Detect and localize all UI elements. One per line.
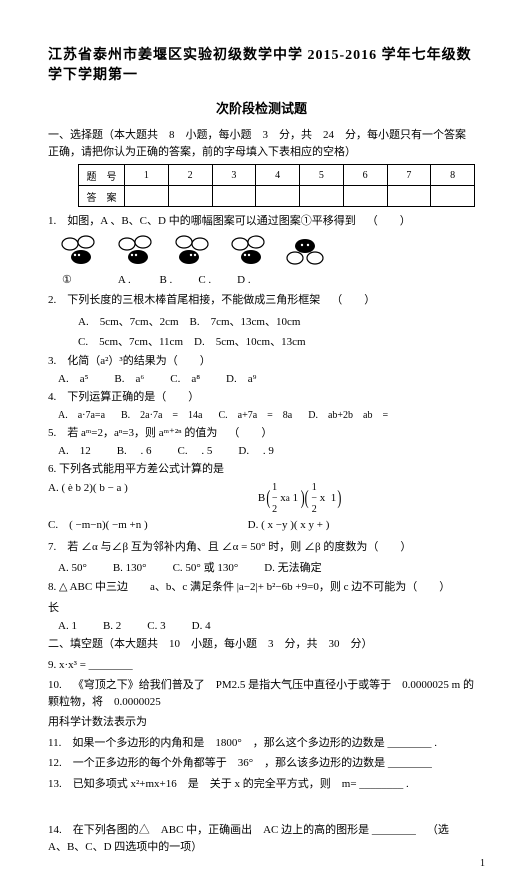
table-row: 答 案 [79,186,475,207]
question-6-opt-b: B ( 1−2 xa 1 )( 1−2 x 1 ) [258,482,343,515]
question-8-opts: A. 1B. 2C. 3D. 4 [58,620,475,632]
question-1-figures [58,234,475,268]
question-6: 6. 下列各式能用平方差公式计算的是 [48,461,475,478]
question-6-opt-c: C. ( −m−n)( −m +n ) [48,519,148,531]
bee-icon [285,234,325,268]
question-7: 7. 若 ∠α 与∠β 互为邻补内角、且 ∠α = 50° 时，则 ∠β 的度数… [48,539,475,556]
question-14: 14. 在下列各图的△ ABC 中，正确画出 AC 边上的高的图形是 _____… [48,822,475,855]
question-10: 10. 《穹顶之下》给我们普及了 PM2.5 是指大气压中直径小于或等于 0.0… [48,677,475,710]
question-3: 3. 化简（a²）³的结果为（ ） [48,353,475,370]
question-7-opts: A. 50°B. 130°C. 50° 或 130°D. 无法确定 [58,559,475,575]
question-2-opts-a: A. 5cm、7cm、2cm B. 7cm、13cm、10cm [78,313,475,329]
question-8-prefix: 长 [48,600,475,617]
bee-icon [172,234,212,268]
question-11: 11. 如果一个多边形的内角和是 1800° ，那么这个多边形的边数是 ____… [48,735,475,752]
bee-icon [58,234,98,268]
bee-icon [228,234,268,268]
question-13: 13. 已知多项式 x²+mx+16 是 关于 x 的完全平方式，则 m= __… [48,776,475,793]
page-number: 1 [480,858,485,869]
question-6-row2: C. ( −m−n)( −m +n ) D. ( x −y )( x y + ) [48,519,475,531]
question-8: 8. △ ABC 中三边 a、b、c 满足条件 |a−2|+ b²−6b +9=… [48,579,475,596]
question-4: 4. 下列运算正确的是（ ） [48,389,475,406]
question-6-opt-d: D. ( x −y )( x y + ) [248,519,330,531]
question-9: 9. x·x³ = ________ [48,657,475,674]
question-10b: 用科学计数法表示为 [48,714,475,731]
answer-table: 题 号 1234 5678 答 案 [78,164,475,207]
question-6-opt-a: A. ( è b 2)( b − a ) [48,482,128,515]
question-3-opts: A. a⁵B. a⁶C. a⁸D. a⁹ [58,373,475,385]
bee-icon [115,234,155,268]
question-6-row1: A. ( è b 2)( b − a ) B ( 1−2 xa 1 )( 1−2… [48,482,475,515]
question-1-labels: ①A . B .C .D . [62,272,475,289]
question-2: 2. 下列长度的三根木棒首尾相接，不能做成三角形框架 （ ） [48,292,475,309]
document-subtitle: 次阶段检测试题 [48,98,475,117]
question-12: 12. 一个正多边形的每个外角都等于 36° ，那么该多边形的边数是 _____… [48,755,475,772]
question-2-opts-b: C. 5cm、7cm、11cm D. 5cm、10cm、13cm [78,333,475,349]
question-5: 5. 若 aᵐ=2，aⁿ=3，则 aᵐ⁺²ⁿ 的值为 （ ） [48,425,475,442]
section-1-heading: 一、选择题（本大题共 8 小题，每小题 3 分，共 24 分，每小题只有一个答案… [48,127,475,160]
question-1: 1. 如图，A 、B、C、D 中的哪幅图案可以通过图案①平移得到 （ ） [48,213,475,230]
table-row: 题 号 1234 5678 [79,165,475,186]
section-2-heading: 二、填空题（本大题共 10 小题，每小题 3 分，共 30 分） [48,636,475,653]
question-4-opts: A. a·7a=aB. 2a·7a = 14aC. a+7a = 8aD. ab… [58,410,475,421]
question-5-opts: A. 12B. . 6C. . 5D. . 9 [58,445,475,457]
document-header: 江苏省泰州市姜堰区实验初级数学中学 2015-2016 学年七年级数学下学期第一 [48,44,475,84]
